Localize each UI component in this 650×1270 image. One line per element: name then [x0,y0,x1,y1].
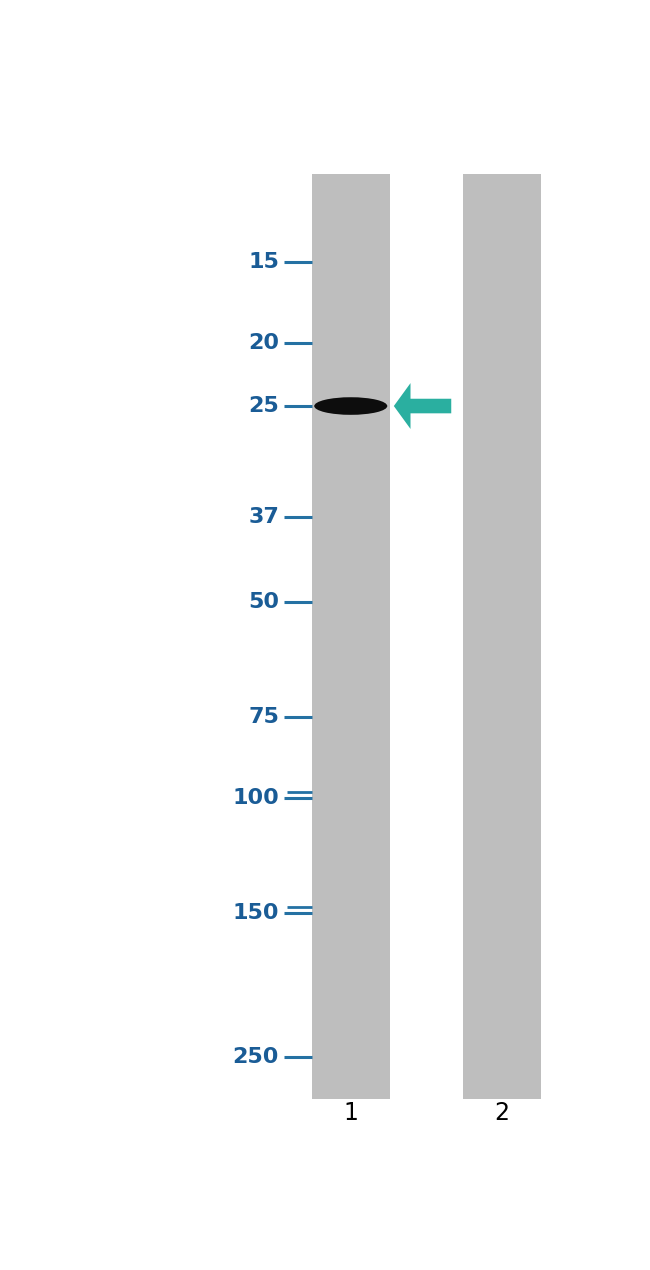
Text: 100: 100 [232,787,279,808]
Text: 20: 20 [248,333,279,353]
Bar [463,174,541,1099]
Text: 1: 1 [343,1101,358,1125]
Text: 250: 250 [233,1046,279,1067]
Ellipse shape [314,398,387,415]
Text: 37: 37 [248,507,279,527]
Text: 2: 2 [495,1101,510,1125]
Text: 50: 50 [248,592,279,612]
Text: 150: 150 [233,903,279,922]
Text: 25: 25 [248,396,279,417]
Bar [312,174,390,1099]
Text: 75: 75 [248,706,279,726]
Text: 15: 15 [248,251,279,272]
